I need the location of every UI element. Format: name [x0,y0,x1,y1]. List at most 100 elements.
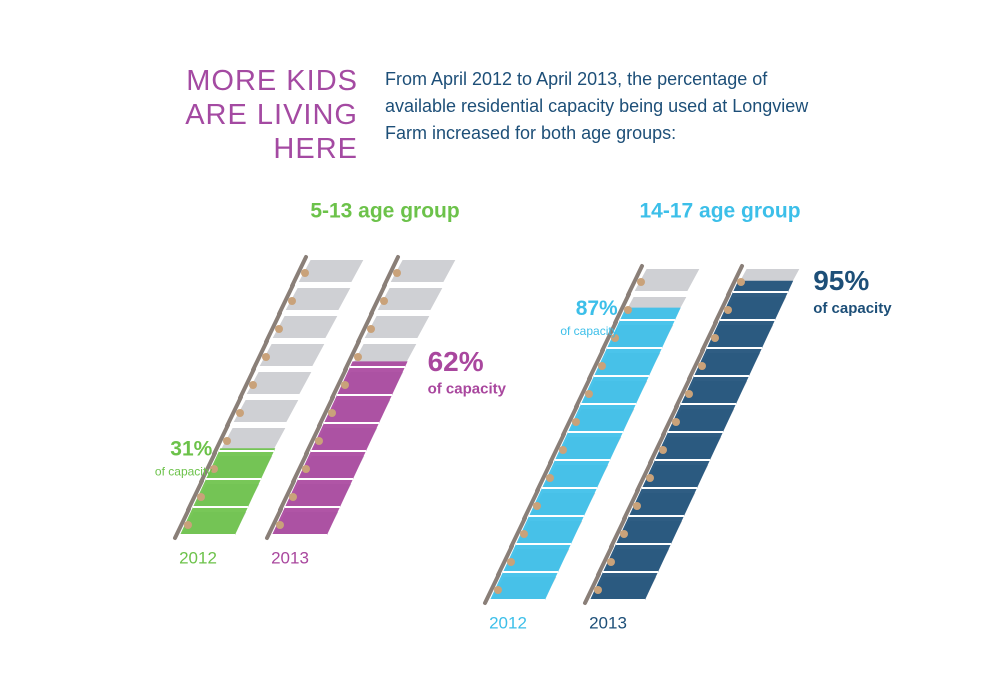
pillow [598,362,606,370]
headboard [613,292,631,325]
headboard [509,516,527,549]
headboard [251,339,269,372]
value-label: 95% [813,265,869,296]
headboard [496,544,514,577]
headboard [173,507,191,540]
headboard [522,488,540,521]
headboard [583,572,601,605]
pillow [367,325,375,333]
pillow [236,409,244,417]
headboard [330,367,348,400]
pillow [594,586,602,594]
capacity-fill [272,361,408,535]
pillow [354,353,362,361]
headboard [622,488,640,521]
pillow [633,502,641,510]
pillow [197,493,205,501]
headboard [264,311,282,344]
headboard [626,264,644,297]
pillow [659,446,667,454]
headboard [199,451,217,484]
pillow [672,418,680,426]
headboard [713,292,731,325]
pillow [341,381,349,389]
pillow [301,269,309,277]
headboard [635,460,653,493]
pillow [637,278,645,286]
pillow [624,306,632,314]
pillow [507,558,515,566]
pillow [288,297,296,305]
pillow [494,586,502,594]
capacity-fill [590,280,794,600]
pillow [393,269,401,277]
pillow [315,437,323,445]
pillow [223,437,231,445]
headboard [186,479,204,512]
value-note: of capacity [813,300,892,317]
headboard [661,404,679,437]
headboard [291,451,309,484]
pillow [328,409,336,417]
pillow [289,493,297,501]
value-note: of capacity [428,380,507,397]
pillow [184,521,192,529]
pillow [302,465,310,473]
pillow [607,558,615,566]
headboard [561,404,579,437]
value-label: 87% [576,297,618,320]
headboard [356,311,374,344]
headboard [674,376,692,409]
pillow [275,325,283,333]
pillow [572,418,580,426]
headboard [574,376,592,409]
headboard [343,339,361,372]
headboard [535,460,553,493]
pillow [698,362,706,370]
pillow [276,521,284,529]
headboard [277,283,295,316]
value-label: 31% [170,438,212,461]
headboard [596,544,614,577]
headboard [700,320,718,353]
headboard [382,255,400,288]
pillow [546,474,554,482]
pillow [262,353,270,361]
capacity-fill [490,307,681,600]
pillow [380,297,388,305]
pillow [646,474,654,482]
headboard [587,348,605,381]
pillow [520,530,528,538]
value-label: 62% [428,346,484,377]
pillow [620,530,628,538]
headboard [369,283,387,316]
year-label: 2012 [179,548,217,567]
chart-title: 5-13 age group [310,200,459,223]
chart-title: 14-17 age group [639,200,800,223]
headboard [225,395,243,428]
value-note: of capacity [155,464,212,478]
year-label: 2012 [489,613,527,632]
headboard [278,479,296,512]
headboard [483,572,501,605]
headboard [548,432,566,465]
capacity-fill [180,448,276,535]
headboard [609,516,627,549]
headboard [317,395,335,428]
pillow [737,278,745,286]
year-label: 2013 [589,613,627,632]
pillow [611,334,619,342]
headboard [290,255,308,288]
pillow [210,465,218,473]
pillow [685,390,693,398]
pillow [711,334,719,342]
headboard [600,320,618,353]
headboard [726,264,744,297]
value-note: of capacity [560,324,617,338]
headboard [212,423,230,456]
pillow [585,390,593,398]
page-title: MORE KIDS ARE LIVING HERE [185,65,358,165]
pillow [559,446,567,454]
